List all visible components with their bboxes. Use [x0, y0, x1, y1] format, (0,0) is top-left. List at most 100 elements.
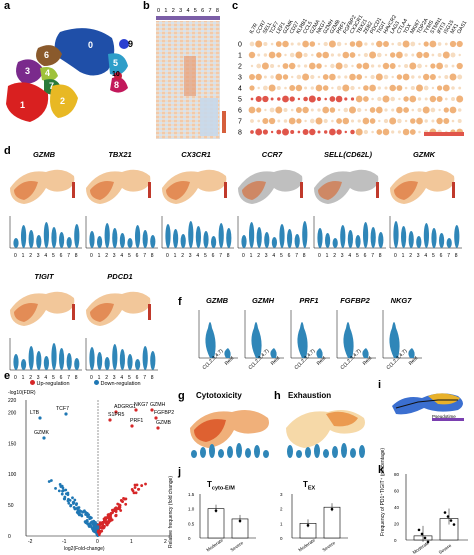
cluster-6-blob: [36, 45, 62, 66]
violin: [446, 238, 452, 248]
cluster-label-1: 1: [20, 100, 25, 110]
violin-tick: 3: [113, 375, 116, 381]
volcano-ytick: 100: [8, 472, 17, 478]
dot-point: [336, 41, 342, 47]
violin: [89, 347, 95, 370]
violin: [454, 225, 460, 248]
dot-point: [397, 118, 402, 124]
volcano-gene-label: S1PR5: [108, 412, 125, 418]
violin-tick: 7: [219, 253, 222, 259]
dot-point: [383, 41, 389, 47]
dot-point: [424, 119, 428, 123]
violin-tick: 0: [318, 253, 321, 259]
dot-point: [384, 53, 388, 57]
dot-point: [384, 86, 388, 90]
dot-point: [349, 41, 356, 47]
dot-point: [329, 128, 336, 136]
dot-point: [288, 117, 296, 125]
f-violin-plot: C(1,2,3,4,7) Rest: [198, 310, 238, 371]
dot-point: [382, 128, 390, 136]
violin-tick: 8: [379, 253, 382, 259]
dot-point: [429, 95, 437, 103]
score-violin: [296, 450, 302, 458]
dot-point: [456, 40, 463, 48]
dot-gene-label: IFIT3: [436, 21, 447, 35]
violin-rest: [316, 348, 323, 358]
score-violin: [314, 444, 320, 458]
dot-point: [249, 41, 255, 47]
violin-tick: 8: [455, 253, 458, 259]
dot-point: [397, 130, 401, 134]
dot-point: [316, 96, 322, 102]
dot-point: [410, 41, 416, 47]
legend-up: Up-regulation: [30, 380, 70, 387]
dot-point: [308, 95, 316, 103]
dot-point: [268, 51, 276, 59]
dot-point: [429, 73, 436, 81]
dot-point: [264, 108, 267, 112]
volcano-highlight: [42, 436, 46, 440]
volcano-xtick: 0: [96, 539, 99, 545]
volcano-highlight: [130, 424, 134, 428]
violin: [294, 234, 300, 248]
violin-tick: 0: [166, 253, 169, 259]
dot-point: [322, 51, 330, 59]
dot-point: [322, 74, 329, 80]
dot-point: [295, 107, 302, 113]
dot-cluster-label: 8: [238, 130, 242, 137]
dot-point: [337, 75, 341, 79]
dot-cluster-label: 6: [238, 108, 242, 115]
feature-umap-hot: [394, 181, 418, 200]
k-ytick: 40: [394, 505, 400, 510]
dot-point: [430, 63, 436, 69]
dot-point: [383, 74, 389, 80]
dot-point: [331, 86, 334, 90]
dot-point: [377, 96, 382, 102]
volcano-point: [109, 514, 112, 518]
dot-point: [316, 63, 322, 69]
violin: [188, 221, 194, 248]
violin: [325, 233, 331, 248]
k-point: [452, 523, 456, 526]
dot-cluster-label: 3: [238, 75, 242, 82]
dot-point: [303, 64, 308, 68]
violin-tick: 5: [52, 375, 55, 381]
dot-point: [335, 95, 343, 103]
violin: [135, 359, 141, 370]
pseudotime-path: [395, 399, 458, 409]
volcano-gene-label: PRF1: [130, 418, 143, 424]
legend-up-swatch: [30, 380, 35, 385]
dot-cluster-label: 2: [238, 64, 242, 71]
dot-point: [364, 42, 368, 46]
dot-point: [282, 74, 289, 80]
violin-tick: 7: [295, 253, 298, 259]
f-violin-plot: C(1,2,3,4,7) Rest: [336, 310, 376, 371]
dot-point: [262, 129, 268, 135]
violin: [173, 229, 179, 248]
violin-tick: 3: [37, 253, 40, 259]
feature-umap-hot: [166, 181, 190, 200]
score-violin: [236, 443, 242, 458]
f-violin-plot: C(1,2,3,4,7) Rest: [382, 310, 422, 371]
violin: [264, 232, 270, 248]
dot-point: [255, 73, 262, 81]
heatmap-col-4: 4: [186, 8, 190, 14]
f-gene-title: PRF1: [299, 296, 319, 305]
dot-point: [390, 96, 395, 102]
f-gene-title: GZMB: [205, 296, 229, 305]
panel-label-c: c: [232, 0, 239, 12]
violin: [119, 349, 125, 370]
dot-point: [310, 86, 314, 90]
volcano-gene-labels: LTB TCF7 GZMK ADGRG1 S1PR5 NKG7 GZMH PRF1 FGFBP2…: [30, 402, 174, 436]
dot-point: [438, 75, 441, 79]
dot-point: [382, 95, 390, 103]
dot-point: [275, 73, 283, 81]
dot-point: [409, 95, 417, 103]
f-gene-title: FGFBP2: [340, 296, 370, 305]
dot-point: [255, 95, 262, 103]
volcano-point: [93, 523, 97, 526]
volcano-xtick: 2: [164, 539, 167, 545]
violin: [431, 228, 437, 248]
